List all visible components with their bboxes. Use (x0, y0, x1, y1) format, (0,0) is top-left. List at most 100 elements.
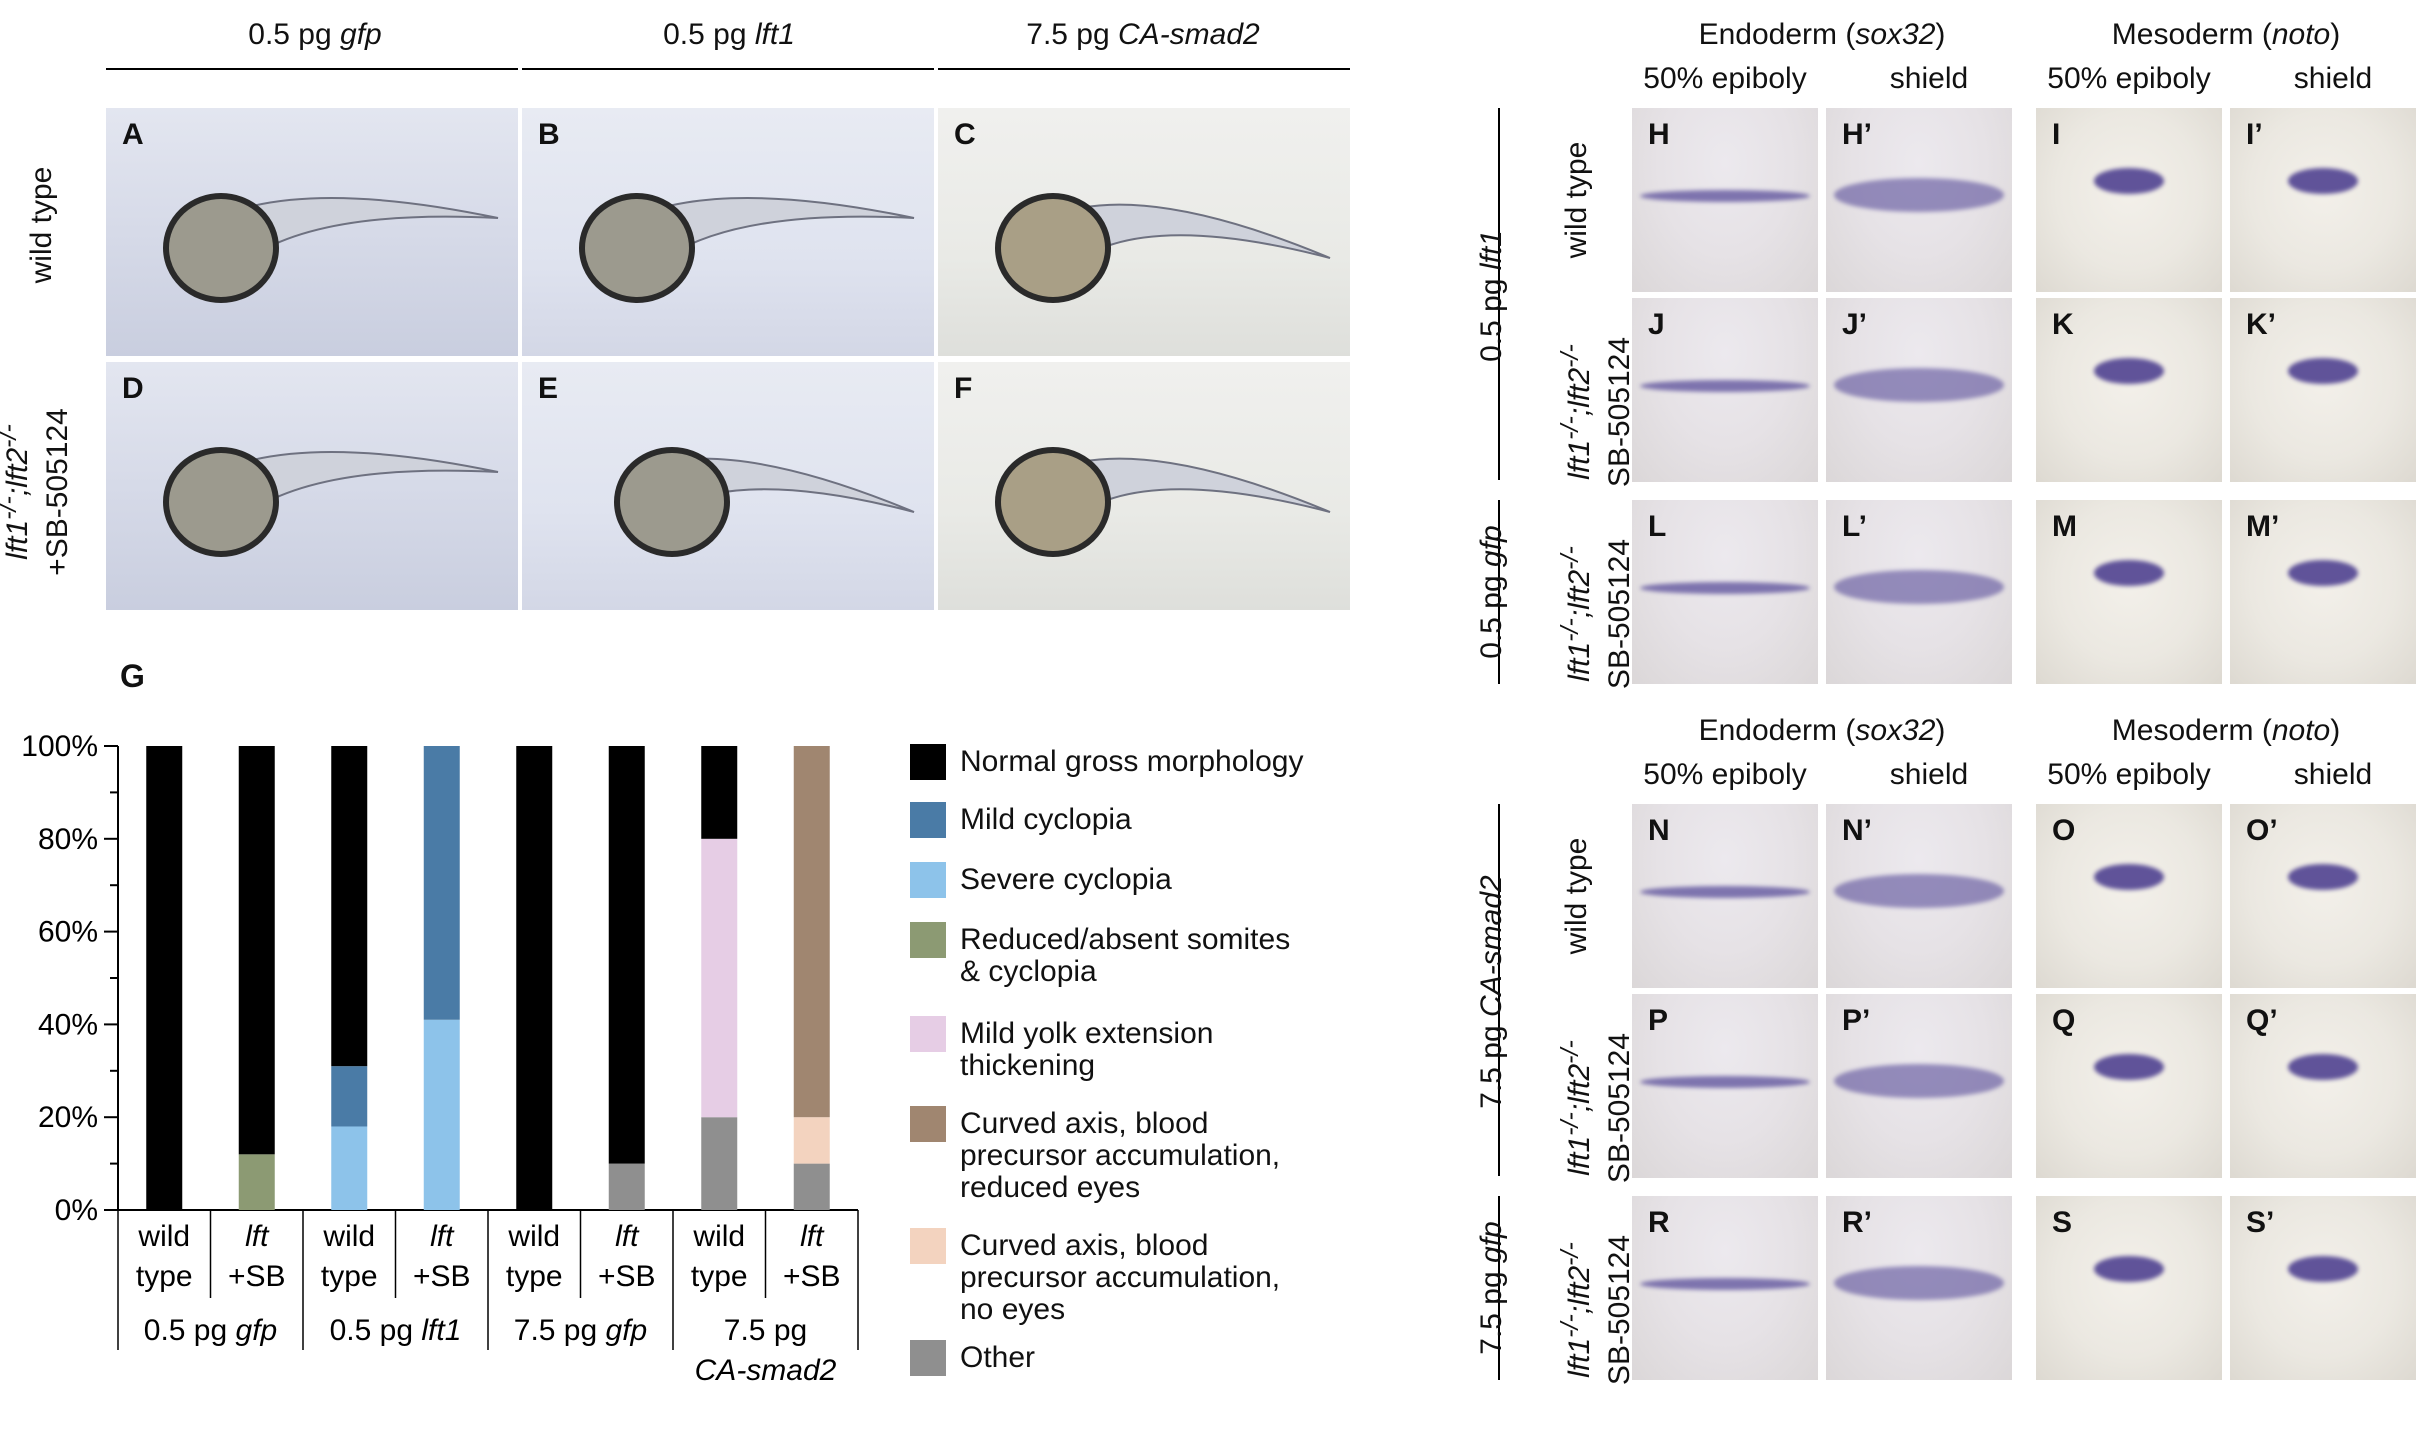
embryo-tail (1046, 457, 1331, 524)
y-tick-label: 60% (38, 916, 98, 949)
genotype-label: lft1-/-;lft2-/- (0, 424, 34, 560)
in-situ-panel: L (1632, 500, 1818, 684)
genotype-label: lft1-/-;lft2-/- (1556, 344, 1596, 480)
treatment-label: 7.5 pg CA-smad2 (1475, 875, 1508, 1109)
panel-label: I’ (2246, 118, 2263, 151)
bar-segment (701, 1117, 738, 1210)
in-situ-panel: H’ (1826, 108, 2012, 292)
stain-signal (1834, 874, 2004, 908)
genotype-label: lft1-/-;lft2-/- (1556, 546, 1596, 682)
stain-signal (1834, 570, 2004, 604)
row-label-wild-type: wild type (1560, 837, 1593, 955)
category-label-line2: +SB (228, 1260, 286, 1293)
stain-signal (1834, 1266, 2004, 1300)
treatment-label: 0.5 pg lft1 (1475, 230, 1508, 362)
panel-label: B (538, 118, 560, 151)
embryo-drawing (163, 193, 499, 303)
embryo-yolk (579, 193, 695, 303)
legend-label-line: Curved axis, blood (960, 1229, 1209, 1262)
legend-swatch (910, 862, 946, 898)
in-situ-panel: N’ (1826, 804, 2012, 988)
stain-signal (1640, 582, 1810, 594)
in-situ-panel: R (1632, 1196, 1818, 1380)
y-tick-label: 20% (38, 1101, 98, 1134)
legend-label-line: precursor accumulation, (960, 1261, 1281, 1294)
category-label-line1: lft (800, 1220, 825, 1253)
category-label-line2: +SB (598, 1260, 656, 1293)
stain-signal (1834, 1064, 2004, 1098)
panel-label: D (122, 372, 144, 405)
panel-label: N’ (1842, 814, 1872, 847)
row-label-mutant: lft1-/-;lft2-/- +SB-505124 (0, 408, 74, 576)
legend-label: Reduced/absent somites & cyclopia (960, 924, 1290, 988)
stain-signal (1640, 380, 1810, 392)
panel-label: C (954, 118, 976, 151)
legend-label: Curved axis, blood precursor accumulation… (960, 1230, 1280, 1326)
in-situ-panel: N (1632, 804, 1818, 988)
panel-label: H’ (1842, 118, 1872, 151)
panel-label-g: G (120, 658, 145, 694)
y-tick-label: 100% (21, 730, 98, 763)
in-situ-panel: O (2036, 804, 2222, 988)
panel-label: O’ (2246, 814, 2278, 847)
legend-label-line: Mild cyclopia (960, 803, 1132, 836)
row-label-mutant: lft1-/-;lft2-/- SB-505124 (1556, 1234, 1636, 1386)
panel-label: K (2052, 308, 2074, 341)
group-rule (1498, 1196, 1500, 1380)
in-situ-panel: M’ (2230, 500, 2416, 684)
group-label-gene: CA-smad2 (695, 1354, 837, 1387)
in-situ-panel: K’ (2230, 298, 2416, 482)
in-situ-panel: J’ (1826, 298, 2012, 482)
header-rule (106, 68, 518, 70)
endoderm-header: Endoderm (sox32) (1698, 714, 1946, 747)
legend-label: Normal gross morphology (960, 746, 1303, 778)
embryo-yolk (995, 193, 1111, 303)
category-label-line1: wild (692, 1220, 745, 1253)
stain-signal (2288, 1256, 2358, 1282)
legend-label-line: Other (960, 1341, 1036, 1374)
panel-label: J (1648, 308, 1665, 341)
embryo-panel: C (938, 108, 1350, 356)
stain-signal (2288, 168, 2358, 194)
stage-label: 50% epiboly (1643, 758, 1807, 791)
embryo-drawing (995, 193, 1331, 303)
legend-label-line: Curved axis, blood (960, 1107, 1209, 1140)
embryo-drawing (579, 193, 915, 303)
panel-label: N (1648, 814, 1670, 847)
embryo-drawing (995, 447, 1331, 557)
stain-signal (2288, 1054, 2358, 1080)
stage-label: 50% epiboly (2047, 62, 2211, 95)
bar-segment (701, 838, 738, 1118)
stain-signal (1834, 178, 2004, 212)
embryo-panel: A (106, 108, 518, 356)
stage-label: shield (2293, 62, 2373, 95)
in-situ-panel: S’ (2230, 1196, 2416, 1380)
legend-swatch (910, 744, 946, 780)
in-situ-panel: R’ (1826, 1196, 2012, 1380)
in-situ-panel: K (2036, 298, 2222, 482)
legend-label-line: precursor accumulation, (960, 1139, 1281, 1172)
stain-signal (1640, 1278, 1810, 1290)
stain-signal (2094, 560, 2164, 586)
in-situ-panel: H (1632, 108, 1818, 292)
bar-segment (701, 746, 738, 839)
group-label: 7.5 pg gfp (514, 1314, 647, 1347)
category-label-line2: +SB (783, 1260, 841, 1293)
panel-label: M (2052, 510, 2077, 543)
stain-signal (1640, 1076, 1810, 1088)
panel-label: S’ (2246, 1206, 2275, 1239)
panel-label: Q’ (2246, 1004, 2278, 1037)
embryo-tail (214, 197, 499, 270)
panel-label: O (2052, 814, 2076, 847)
legend-label-line: no eyes (960, 1293, 1066, 1326)
stain-signal (1640, 190, 1810, 202)
panel-label: E (538, 372, 559, 405)
column-header-ca-smad2: 7.5 pg CA-smad2 (1026, 18, 1260, 51)
panel-label: P’ (1842, 1004, 1871, 1037)
panel-label: M’ (2246, 510, 2280, 543)
legend-swatch (910, 1106, 946, 1142)
treatment-label: 7.5 pg gfp (1475, 1221, 1508, 1355)
in-situ-panel: Q’ (2230, 994, 2416, 1178)
panel-label: K’ (2246, 308, 2276, 341)
legend-label: Mild yolk extension thickening (960, 1018, 1213, 1082)
